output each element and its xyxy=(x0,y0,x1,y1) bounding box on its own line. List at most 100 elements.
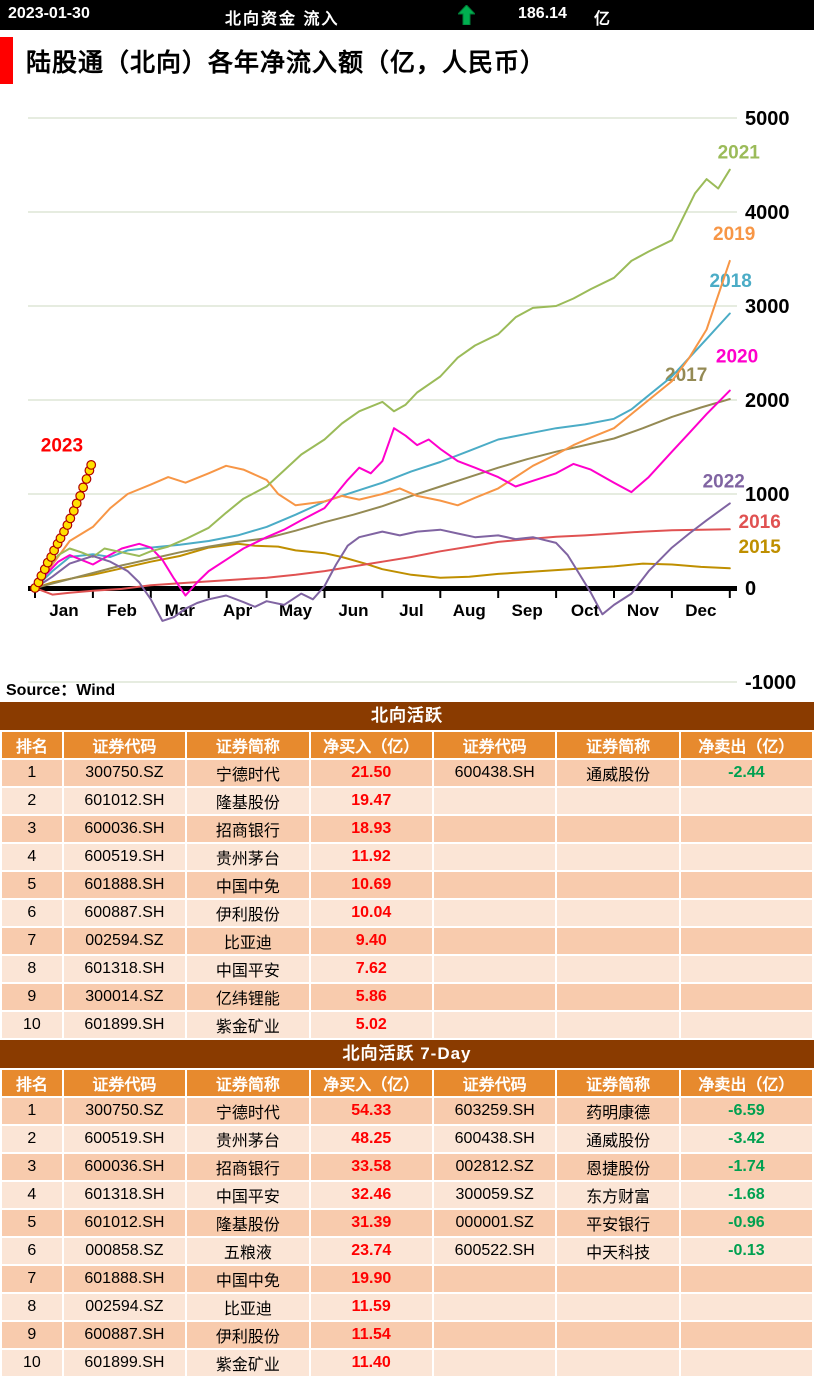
y-axis-label: 0 xyxy=(745,578,756,600)
x-axis-label: Dec xyxy=(685,601,716,620)
cell-buy-name: 隆基股份 xyxy=(185,786,311,816)
cell-buy-name: 比亚迪 xyxy=(185,1292,311,1322)
table-row: 6 000858.SZ 五粮液 23.74 600522.SH 中天科技 -0.13 xyxy=(0,1236,814,1266)
cell-rank: 7 xyxy=(0,1264,64,1294)
cell-buy-code: 000858.SZ xyxy=(61,1236,188,1266)
series-label-2020: 2020 xyxy=(716,346,758,367)
cell-sell-name xyxy=(555,870,681,900)
cell-buy-value: 11.59 xyxy=(308,1292,434,1322)
series-marker xyxy=(81,474,92,484)
cell-sell-name xyxy=(555,1348,681,1378)
cell-rank: 9 xyxy=(0,1320,64,1350)
cell-rank: 5 xyxy=(0,1208,64,1238)
table-row: 8 601318.SH 中国平安 7.62 xyxy=(0,954,814,984)
cell-sell-code xyxy=(431,1320,558,1350)
cell-rank: 1 xyxy=(0,758,64,788)
cell-sell-name: 恩捷股份 xyxy=(555,1152,681,1182)
cell-buy-code: 300750.SZ xyxy=(61,1096,188,1126)
cell-rank: 10 xyxy=(0,1348,64,1378)
y-axis-label: 1000 xyxy=(745,484,790,506)
cell-rank: 4 xyxy=(0,842,64,872)
cell-buy-value: 19.90 xyxy=(308,1264,434,1294)
cell-sell-name xyxy=(555,982,681,1012)
cell-buy-value: 21.50 xyxy=(308,758,434,788)
cell-buy-name: 中国平安 xyxy=(185,1180,311,1210)
cell-sell-code xyxy=(431,982,558,1012)
cell-buy-value: 18.93 xyxy=(308,814,434,844)
column-header: 证券简称 xyxy=(185,1068,311,1098)
table-row: 7 601888.SH 中国中免 19.90 xyxy=(0,1264,814,1294)
report-date: 2023-01-30 xyxy=(8,5,90,22)
series-label-2018: 2018 xyxy=(710,271,752,292)
cell-buy-name: 紫金矿业 xyxy=(185,1348,311,1378)
cell-buy-value: 33.58 xyxy=(308,1152,434,1182)
cell-rank: 8 xyxy=(0,954,64,984)
column-header: 净买入（亿） xyxy=(308,1068,434,1098)
cell-sell-value xyxy=(678,954,814,984)
table-header-row: 排名 证券代码 证券简称 净买入（亿） 证券代码 证券简称 净卖出（亿） xyxy=(0,730,814,760)
x-axis-label: Jun xyxy=(338,601,368,620)
table-active-daily: 北向活跃 排名 证券代码 证券简称 净买入（亿） 证券代码 证券简称 净卖出（亿） 1 300… xyxy=(0,702,814,1040)
cell-sell-value xyxy=(678,1010,814,1040)
cell-sell-code: 000001.SZ xyxy=(431,1208,558,1238)
table-row: 7 002594.SZ 比亚迪 9.40 xyxy=(0,926,814,956)
status-bar: 2023-01-30 北向资金 流入 186.14 亿 xyxy=(0,0,814,30)
cell-sell-value: -1.74 xyxy=(678,1152,814,1182)
cell-buy-value: 7.62 xyxy=(308,954,434,984)
cell-sell-code: 002812.SZ xyxy=(431,1152,558,1182)
cell-sell-value: -0.13 xyxy=(678,1236,814,1266)
cell-sell-value xyxy=(678,870,814,900)
cell-buy-value: 11.54 xyxy=(308,1320,434,1350)
cell-rank: 3 xyxy=(0,814,64,844)
cell-sell-value xyxy=(678,898,814,928)
cell-sell-value: -0.96 xyxy=(678,1208,814,1238)
x-axis-label: Mar xyxy=(165,601,196,620)
cell-sell-code: 603259.SH xyxy=(431,1096,558,1126)
cell-rank: 6 xyxy=(0,1236,64,1266)
cell-sell-code xyxy=(431,926,558,956)
series-label-2015: 2015 xyxy=(739,537,782,558)
cell-buy-name: 中国中免 xyxy=(185,870,311,900)
yearly-inflow-line-chart: -1000 0 1000 2000 3000 4000 5000 Jan Feb Mar Apr Ma… xyxy=(28,108,796,694)
series-line-2020 xyxy=(34,389,731,597)
cell-sell-code xyxy=(431,898,558,928)
x-axis-label: Jan xyxy=(49,601,78,620)
cell-buy-name: 宁德时代 xyxy=(185,1096,311,1126)
cell-rank: 10 xyxy=(0,1010,64,1040)
cell-buy-name: 伊利股份 xyxy=(185,898,311,928)
series-marker xyxy=(78,482,88,493)
x-axis-label: Apr xyxy=(223,601,253,620)
y-axis-label: 5000 xyxy=(745,108,790,130)
table-row: 1 300750.SZ 宁德时代 21.50 600438.SH 通威股份 -2.44 xyxy=(0,758,814,788)
cell-sell-name xyxy=(555,1292,681,1322)
table-row: 1 300750.SZ 宁德时代 54.33 603259.SH 药明康德 -6.59 xyxy=(0,1096,814,1126)
cell-buy-code: 601899.SH xyxy=(61,1010,188,1040)
cell-buy-code: 600036.SH xyxy=(61,814,188,844)
cell-rank: 2 xyxy=(0,786,64,816)
cell-sell-code xyxy=(431,1264,558,1294)
cell-buy-code: 600036.SH xyxy=(61,1152,188,1182)
cell-buy-code: 601318.SH xyxy=(61,954,188,984)
series-label-2017: 2017 xyxy=(665,365,707,386)
cell-sell-name: 平安银行 xyxy=(555,1208,681,1238)
column-header: 净卖出（亿） xyxy=(678,730,814,760)
column-header: 净卖出（亿） xyxy=(678,1068,814,1098)
cell-sell-code xyxy=(431,954,558,984)
table-title-7day: 北向活跃 7-Day xyxy=(0,1040,814,1068)
cell-buy-code: 601012.SH xyxy=(61,1208,188,1238)
cell-buy-name: 贵州茅台 xyxy=(185,1124,311,1154)
cell-sell-code: 600522.SH xyxy=(431,1236,558,1266)
series-line-2019 xyxy=(34,259,731,589)
cell-buy-value: 54.33 xyxy=(308,1096,434,1126)
series-marker xyxy=(86,460,97,470)
cell-buy-value: 11.40 xyxy=(308,1348,434,1378)
northbound-flow-label: 北向资金 流入 xyxy=(225,11,340,28)
cell-buy-value: 32.46 xyxy=(308,1180,434,1210)
cell-sell-name xyxy=(555,1264,681,1294)
cell-sell-name xyxy=(555,954,681,984)
cell-buy-code: 600519.SH xyxy=(61,842,188,872)
column-header: 排名 xyxy=(0,730,64,760)
y-axis-label: 4000 xyxy=(745,202,790,224)
cell-rank: 5 xyxy=(0,870,64,900)
cell-buy-code: 601888.SH xyxy=(61,870,188,900)
